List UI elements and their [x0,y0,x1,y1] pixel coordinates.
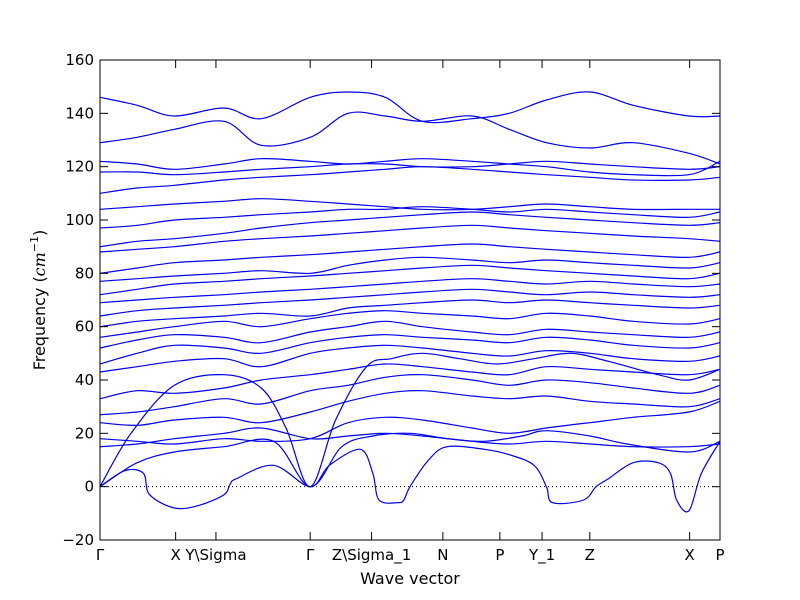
y-tick-label: 140 [65,104,94,122]
phonon-branch-8 [99,363,721,400]
phonon-branch-17 [99,256,721,282]
x-tick-label: X [684,546,694,564]
phonon-branch-20 [99,211,721,248]
y-tick-label: 80 [75,264,94,282]
x-tick-label: X [170,546,180,564]
x-tick-label: Z\Sigma_1 [332,546,411,565]
phonon-branch-6 [99,389,721,426]
y-tick-label: 100 [65,211,94,229]
phonon-branch-24 [99,160,721,176]
phonon-branch-1 [99,441,721,513]
x-tick-label: Y\Sigma [184,546,246,564]
phonon-branch-16 [99,264,721,296]
x-tick-label: Γ [96,546,105,564]
phonon-branch-11 [99,320,721,349]
phonon-branch-18 [99,243,721,274]
y-tick-label: 120 [65,158,94,176]
y-tick-label: 0 [84,478,94,496]
x-tick-label: Γ [306,546,315,564]
y-tick-label: 20 [75,424,94,442]
phonon-branch-12 [99,310,721,338]
phonon-branch-3 [99,352,721,488]
phonon-branch-25 [99,158,721,177]
y-tick-label: 60 [75,318,94,336]
plot-frame [99,59,721,541]
phonon-branch-23 [99,166,721,194]
y-tick-label: 160 [65,51,94,69]
y-axis-unit-exponent: −1 [28,236,41,252]
phonon-branch-9 [99,344,721,373]
phonon-branch-7 [99,373,721,416]
y-axis-title: Frequency (cm−1) [28,230,49,371]
plot-background [100,60,720,540]
y-axis-unit: cm [30,252,49,276]
phonon-branch-4 [99,427,721,448]
x-axis-title: Wave vector [360,569,460,588]
x-tick-label: Y_1 [528,546,555,565]
y-axis-title-text: Frequency ( [30,276,49,370]
x-tick-label: P [495,546,504,564]
phonon-branch-27 [99,91,721,124]
phonon-branch-13 [99,299,721,328]
phonon-branch-26 [99,111,721,165]
phonon-branch-10 [99,334,721,365]
y-tick-label: 40 [75,371,94,389]
phonon-branch-2 [99,430,721,488]
phonon-branch-5 [99,400,721,445]
phonon-branch-22 [99,198,720,211]
x-tick-label: P [715,546,724,564]
x-tick-label: N [437,546,448,564]
x-tick-label: Z [585,546,595,564]
y-tick-label: −20 [62,531,94,549]
phonon-branch-19 [99,224,721,253]
phonon-branch-14 [99,288,721,317]
phonon-branch-15 [99,278,721,304]
y-axis-title-close: ) [30,230,49,236]
series-layer [99,91,721,513]
